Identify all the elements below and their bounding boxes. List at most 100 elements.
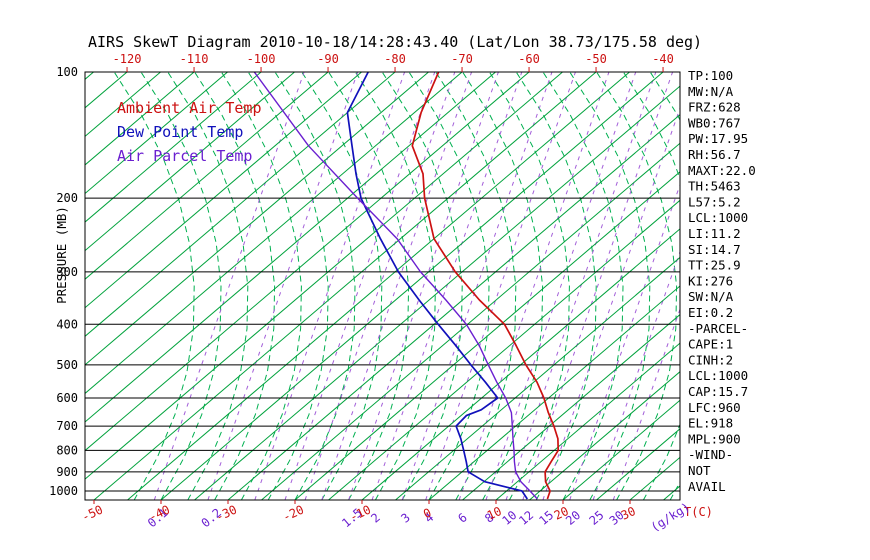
bottom-temp-tick-label: -10: [348, 502, 374, 524]
isotherm-line: [529, 371, 680, 500]
isotherm-line: [85, 72, 530, 452]
isotherm-line: [294, 171, 680, 500]
isotherm-grid: [0, 72, 680, 500]
stats-line: MW:N/A: [688, 84, 734, 99]
stats-line: CAPE:1: [688, 337, 733, 352]
bottom-temp-tick-label: 10: [485, 504, 504, 523]
bottom-temp-tick-label: 20: [552, 504, 571, 523]
moist-adiabat-line: [515, 72, 597, 500]
chart-title: AIRS SkewT Diagram 2010-10-18/14:28:43.4…: [88, 33, 702, 51]
stats-line: RH:56.7: [688, 147, 741, 162]
stats-line: LCL:1000: [688, 368, 748, 383]
mixing-ratio-line: [542, 106, 680, 500]
mixing-ratio-grid: [153, 72, 680, 500]
mixing-ratio-label: 3: [398, 510, 413, 525]
moist-adiabat-line: [435, 72, 517, 500]
moist-adiabat-line: [113, 72, 195, 500]
bottom-temp-tick-label: -20: [281, 502, 307, 524]
mixing-ratio-line: [153, 72, 305, 500]
stats-line: WB0:767: [688, 115, 741, 130]
isotherm-line: [85, 72, 329, 280]
bottom-temp-tick-label: -40: [147, 502, 173, 524]
bottom-temp-tick-label: 30: [619, 504, 638, 523]
top-temp-tick-label: -40: [652, 52, 674, 66]
moist-adiabat-line: [408, 72, 490, 500]
isotherm-line: [85, 72, 362, 309]
isotherm-line: [328, 199, 680, 500]
mixing-ratio-line: [348, 72, 499, 500]
pressure-tick-label: 200: [56, 191, 78, 205]
moist-adiabat-line: [381, 72, 463, 500]
pressure-gridlines: [85, 71, 680, 492]
mixing-ratio-label: 25: [586, 508, 606, 528]
isotherm-line: [395, 256, 680, 500]
pressure-tick-label: 1000: [49, 484, 78, 498]
mixing-ratio-line: [569, 183, 680, 500]
bottom-temp-tick-label: -30: [214, 502, 240, 524]
mixing-ratio-line: [425, 72, 576, 500]
isotherm-line: [462, 313, 680, 500]
mixing-ratio-line: [505, 72, 657, 500]
stats-line: TT:25.9: [688, 258, 741, 273]
stats-line: PW:17.95: [688, 131, 748, 146]
moist-adiabat-line: [569, 72, 651, 500]
stats-line: FRZ:628: [688, 100, 741, 115]
legend-air-parcel-temp: Air Parcel Temp: [117, 147, 252, 165]
moist-adiabat-line: [622, 72, 680, 500]
mixing-ratio-label: 12: [516, 508, 536, 528]
stats-line: SI:14.7: [688, 242, 741, 257]
moist-adiabat-line: [301, 72, 383, 500]
isotherm-line: [85, 72, 563, 480]
mixing-ratio-line: [304, 72, 456, 500]
isotherm-line: [361, 228, 680, 500]
air-parcel-curve: [253, 72, 538, 500]
top-temp-tick-label: -120: [113, 52, 142, 66]
isotherm-line: [160, 72, 664, 500]
moist-adiabat-line: [247, 72, 329, 500]
isotherm-line: [0, 72, 60, 500]
stats-line: EL:918: [688, 416, 733, 431]
stats-line: KI:276: [688, 273, 733, 288]
mixing-ratio-line: [458, 72, 610, 500]
stats-line: AVAIL: [688, 479, 726, 494]
stats-line: MAXT:22.0: [688, 163, 756, 178]
legend-dew-point-temp: Dew Point Temp: [117, 123, 243, 141]
isotherm-line: [85, 72, 429, 366]
stats-line: L57:5.2: [688, 194, 741, 209]
isotherm-line: [85, 72, 496, 423]
moist-adiabat-line: [354, 72, 436, 500]
mixing-ratio-line: [592, 250, 680, 500]
mixing-ratio-line: [522, 72, 674, 500]
isotherm-line: [85, 72, 295, 252]
stats-line: LFC:960: [688, 400, 741, 415]
stats-line: EI:0.2: [688, 305, 733, 320]
pressure-tick-label: 500: [56, 358, 78, 372]
top-temp-tick-label: -90: [317, 52, 339, 66]
stats-line: NOT: [688, 463, 711, 478]
moist-adiabat-line: [274, 72, 356, 500]
isotherm-line: [85, 72, 195, 166]
moist-adiabat-line: [488, 72, 570, 500]
x-unit-label: T(C): [684, 505, 713, 519]
mixing-ratio-line: [207, 72, 359, 500]
stats-line: TH:5463: [688, 179, 741, 194]
moist-adiabat-line: [596, 72, 678, 500]
mixing-ratio-line: [401, 72, 553, 500]
mixing-ratio-label: 6: [455, 510, 470, 525]
pressure-tick-label: 700: [56, 419, 78, 433]
isotherm-line: [85, 72, 228, 195]
isotherm-line: [629, 456, 680, 500]
legend-ambient-air-temp: Ambient Air Temp: [117, 99, 262, 117]
mixing-ratio-line: [254, 72, 406, 500]
stats-line: LCL:1000: [688, 210, 748, 225]
isotherm-line: [85, 72, 463, 395]
top-temp-tick-label: -80: [384, 52, 406, 66]
stats-line: CAP:15.7: [688, 384, 748, 399]
moist-adiabat-line: [194, 72, 276, 500]
isotherm-line: [93, 72, 597, 500]
top-temp-tick-label: -100: [247, 52, 276, 66]
isotherm-line: [562, 399, 680, 500]
stats-line: -PARCEL-: [688, 321, 748, 336]
stats-line: CINH:2: [688, 352, 733, 367]
